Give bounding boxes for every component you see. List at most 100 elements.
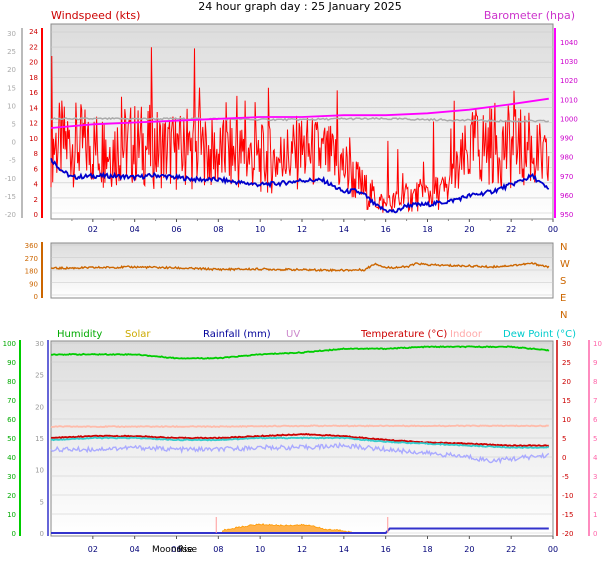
compass-label: E bbox=[560, 293, 566, 304]
baro-tick-label: 990 bbox=[560, 135, 573, 143]
humidity-tick-label: 70 bbox=[7, 397, 16, 405]
rise-label: Rise bbox=[178, 545, 197, 555]
temperature-tick-label: 5 bbox=[562, 435, 566, 443]
direction-tick-label: 180 bbox=[25, 268, 38, 276]
moonrise-label: Moonrise bbox=[152, 545, 193, 555]
uv-tick-label: 3 bbox=[593, 473, 597, 481]
weather-gray-tick-label: 30 bbox=[35, 340, 44, 348]
weather-gray-tick-label: 0 bbox=[40, 530, 44, 538]
weather-gray-tick-label: 10 bbox=[35, 467, 44, 475]
indoor-line bbox=[50, 424, 549, 429]
wind-red-tick-label: 18 bbox=[29, 74, 38, 82]
humidity-tick-label: 30 bbox=[7, 473, 16, 481]
wind-x-tick-label: 16 bbox=[381, 225, 391, 234]
wind-gray-tick-label: 0 bbox=[12, 139, 16, 147]
weather-x-tick-label: 22 bbox=[506, 545, 516, 554]
baro-tick-label: 1010 bbox=[560, 96, 578, 104]
weather-series bbox=[50, 345, 550, 534]
weather-x-tick-label: 00 bbox=[548, 545, 558, 554]
compass-label: W bbox=[560, 259, 570, 270]
compass-label: S bbox=[560, 276, 566, 287]
humidity-tick-label: 0 bbox=[12, 530, 16, 538]
uv-tick-label: 0 bbox=[593, 530, 597, 538]
weather-gray-tick-label: 25 bbox=[35, 372, 44, 380]
direction-tick-label: 90 bbox=[29, 280, 38, 288]
humidity-tick-label: 90 bbox=[7, 359, 16, 367]
baro-tick-label: 1040 bbox=[560, 39, 578, 47]
wind-red-tick-label: 10 bbox=[29, 135, 38, 143]
windspeed-title: Windspeed (kts) bbox=[51, 9, 140, 22]
legend-label: Dew Point (°C) bbox=[503, 329, 576, 340]
barometer-line bbox=[50, 97, 549, 129]
legend-label: Humidity bbox=[57, 329, 102, 340]
uv-tick-label: 4 bbox=[593, 454, 598, 462]
uv-tick-label: 7 bbox=[593, 397, 597, 405]
baro-tick-label: 980 bbox=[560, 154, 573, 162]
humidity-tick-label: 10 bbox=[7, 511, 16, 519]
weather-x-tick-label: 08 bbox=[213, 545, 223, 554]
wind-series bbox=[50, 47, 550, 214]
weather-x-tick-label: 04 bbox=[130, 545, 140, 554]
uv-tick-label: 1 bbox=[593, 511, 597, 519]
humidity-tick-label: 20 bbox=[7, 492, 16, 500]
wind-x-tick-label: 02 bbox=[88, 225, 98, 234]
wind-gray-tick-label: 10 bbox=[7, 102, 16, 110]
temperature-tick-label: 15 bbox=[562, 397, 571, 405]
wind-gray-tick-label: 15 bbox=[7, 84, 16, 92]
barometer-title: Barometer (hpa) bbox=[484, 9, 575, 22]
compass-label: N bbox=[560, 242, 567, 253]
wind-red-tick-label: 4 bbox=[34, 181, 39, 189]
wind-gray-tick-label: 20 bbox=[7, 66, 16, 74]
temperature-tick-label: -5 bbox=[562, 473, 569, 481]
weather-gray-tick-label: 15 bbox=[35, 435, 44, 443]
weather-x-tick-label: 12 bbox=[297, 545, 307, 554]
wind-red-tick-label: 20 bbox=[29, 59, 38, 67]
wind-gray-tick-label: -10 bbox=[5, 175, 16, 183]
baro-tick-label: 950 bbox=[560, 211, 573, 219]
baro-tick-label: 960 bbox=[560, 192, 573, 200]
weather-x-tick-label: 06 bbox=[171, 545, 181, 554]
baro-tick-label: 1000 bbox=[560, 115, 578, 123]
compass-label: N bbox=[560, 310, 567, 321]
wind-x-tick-label: 20 bbox=[464, 225, 474, 234]
humidity-line bbox=[50, 345, 550, 360]
wind-x-tick-label: 00 bbox=[548, 225, 558, 234]
wind-direction-line bbox=[50, 261, 550, 273]
humidity-tick-label: 100 bbox=[3, 340, 16, 348]
temperature-line bbox=[50, 432, 550, 448]
uv-tick-label: 10 bbox=[593, 340, 602, 348]
temperature-tick-label: 10 bbox=[562, 416, 571, 424]
wind-x-tick-label: 06 bbox=[171, 225, 181, 234]
temperature-tick-label: -15 bbox=[562, 511, 573, 519]
weather-x-tick-label: 16 bbox=[381, 545, 391, 554]
uv-tick-label: 5 bbox=[593, 435, 597, 443]
wind-red-tick-label: 22 bbox=[29, 43, 38, 51]
temperature-tick-label: 25 bbox=[562, 359, 571, 367]
wind-red-tick-label: 6 bbox=[34, 165, 39, 173]
weather-gray-tick-label: 20 bbox=[35, 403, 44, 411]
direction-tick-label: 270 bbox=[25, 255, 38, 263]
average-wind-line bbox=[50, 158, 550, 214]
wind-gray-tick-label: -15 bbox=[5, 193, 16, 201]
wind-gray-tick-label: 30 bbox=[7, 30, 16, 38]
legend-label: Rainfall (mm) bbox=[203, 329, 271, 340]
temperature-tick-label: 30 bbox=[562, 340, 571, 348]
temperature-tick-label: 20 bbox=[562, 378, 571, 386]
direction-series bbox=[50, 261, 550, 273]
wind-x-tick-label: 14 bbox=[339, 225, 349, 234]
wind-gray-tick-label: -5 bbox=[9, 157, 16, 165]
legend-label: UV bbox=[286, 329, 300, 340]
weather-gray-tick-label: 5 bbox=[40, 498, 44, 506]
wind-red-tick-label: 24 bbox=[29, 28, 38, 36]
wind-red-tick-label: 8 bbox=[34, 150, 38, 158]
weather-x-tick-label: 18 bbox=[422, 545, 432, 554]
wind-x-tick-label: 18 bbox=[422, 225, 432, 234]
weather-legend: Humidity Solar Rainfall (mm) UV Temperature … bbox=[57, 329, 576, 340]
humidity-tick-label: 80 bbox=[7, 378, 16, 386]
humidity-tick-label: 50 bbox=[7, 435, 16, 443]
direction-tick-label: 360 bbox=[25, 242, 38, 250]
uv-tick-label: 8 bbox=[593, 378, 597, 386]
